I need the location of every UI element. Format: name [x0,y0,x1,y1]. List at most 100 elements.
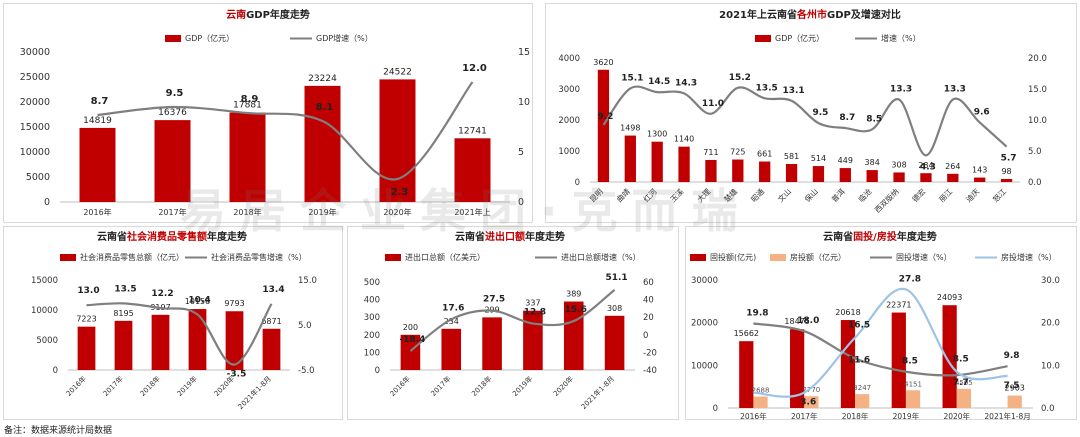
bar-value-label: 98 [1001,167,1011,176]
bar-value-label: 10158 [185,297,210,306]
bar [114,320,133,370]
bar [154,120,191,202]
legend-label: GDP（亿元） [775,33,824,43]
bar-value-label: 514 [811,154,826,163]
bar [759,161,771,182]
y-tick-label: 200 [364,331,380,341]
bar-value-label: 725 [730,148,745,157]
y2-tick-label: 0.0 [1041,404,1055,414]
bar-value-label: 2903 [1005,384,1025,393]
legend-label: GDP（亿元） [185,33,234,43]
y-tick-label: 0 [53,366,58,376]
y-tick-label: 20000 [20,97,50,108]
line-value-label: 13.4 [262,285,284,295]
bar-value-label: 6871 [261,317,281,326]
line-value-label: -3.5 [227,370,247,380]
bar-value-label: 284 [918,161,933,170]
bar-value-label-secondary: 4505 [955,379,973,387]
panel-cities [545,3,1077,223]
x-tick-label: 2018年 [470,374,494,398]
line-value-label: 12.2 [151,289,173,299]
line-value-label: 9.5 [166,88,184,99]
bar-value-label: 17881 [233,101,262,111]
line-value-label: 8.1 [316,102,334,113]
bar [624,135,636,182]
line-value-label: 13.3 [890,85,912,95]
line-value-label: 10.4 [188,296,210,306]
bar [304,85,341,202]
bar-value-label-secondary: 4151 [904,380,922,388]
y-tick-label: 4000 [558,54,580,64]
line-value-label: 19.8 [746,309,768,319]
line-value-label: 9.5 [812,108,828,118]
x-tick-label: 迪庆 [963,186,981,204]
x-tick-label: 西双版纳 [872,186,900,214]
bar [523,310,543,370]
x-tick-label: 2019年 [175,374,199,398]
chart-title-part: 云南省 [455,230,485,243]
chart-title: 2021年上云南省各州市GDP及增速对比 [719,8,901,21]
bar-value-label: 3620 [593,58,613,67]
bar [400,334,421,370]
line-value-label: 8.7 [839,113,855,123]
legend-label: 房投增速（%） [1001,252,1057,262]
line-value-label: 9.8 [1004,351,1020,361]
x-tick-label: 2016年 [83,207,111,217]
bar-value-label-secondary: 3247 [853,384,871,392]
y-tick-label: 0 [44,197,50,208]
bar [705,159,717,182]
y2-tick-label: 5.0 [298,321,312,331]
x-tick-label: 保山 [802,186,820,204]
legend-label: 社会消费品零售总额（亿元） [80,252,184,262]
x-tick-label: 2020年 [212,374,236,398]
x-tick-label: 2021年1-8月 [579,374,616,411]
bar [188,309,207,370]
bar-value-label: 1140 [674,135,694,144]
bar-value-label: 24093 [937,293,962,302]
line-value-label: 9.2 [597,112,613,122]
chart-title-part: 2021年上云南省 [719,8,797,21]
legend-label: 增速（%） [881,33,921,43]
bar-value-label: 24522 [383,67,412,77]
bar-value-label: 1498 [620,124,640,133]
bar [151,314,170,370]
bar-value-label-secondary: 2688 [752,387,770,395]
x-tick-label: 2017年 [429,374,453,398]
y-tick-label: 0 [713,404,718,414]
line-value-label: 8.5 [953,355,969,365]
bar [597,69,610,182]
chart-title-part: GDP及增速对比 [827,8,901,21]
chart-title-part: 年度走势 [525,230,565,243]
bar-value-label: 234 [444,317,459,326]
x-tick-label: 2016年 [740,411,767,421]
line-value-label: 4.3 [920,162,936,172]
bar-value-label: 16376 [158,108,187,118]
chart-title-part: 年度走势 [207,230,247,243]
bar [942,305,957,408]
y2-tick-label: 0 [518,197,524,208]
y-tick-label: 0 [375,366,380,376]
bar [441,328,462,370]
line-value-label: 17.6 [442,303,464,313]
legend-label: 进出口总额增速（%） [561,252,641,262]
chart-title-part: 社会消费品零售额 [126,230,207,243]
legend-label: 进出口总额（亿美元） [405,252,485,262]
bar-value-label: 308 [891,160,906,169]
y-tick-label: 0 [575,178,580,188]
line-value-label: 7.5 [1004,381,1020,391]
bar [974,177,986,182]
series-line [753,287,1008,398]
line-value-label: 8.5 [902,357,918,367]
bar [482,317,502,370]
legend-label: 社会消费品零售增速（%） [211,252,307,262]
bar [920,173,932,182]
line-value-label: 15.1 [621,73,643,83]
y2-tick-label: 10 [518,97,530,108]
bar [893,172,905,182]
x-tick-label: 2017年 [791,411,818,421]
y2-tick-label: 5 [518,147,524,158]
y-tick-label: 5000 [26,172,50,183]
bar [732,159,744,182]
bar-value-label: 200 [403,323,418,332]
bar [454,138,491,202]
